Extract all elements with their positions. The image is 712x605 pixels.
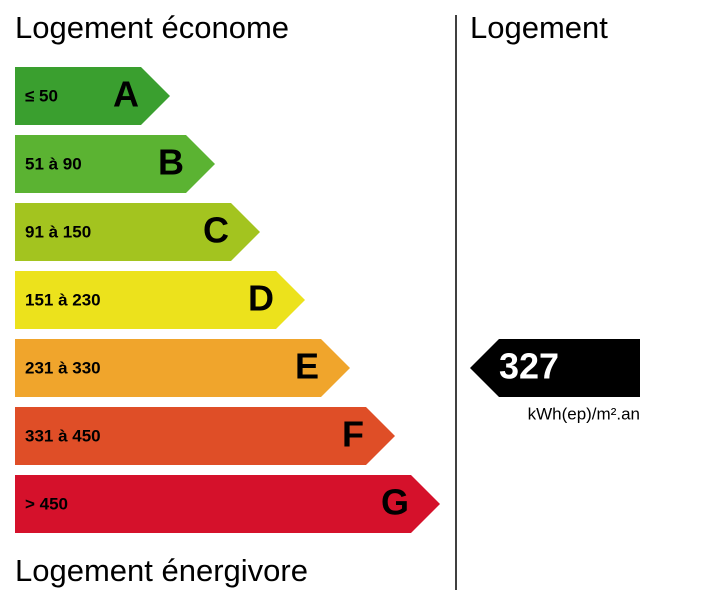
band	[15, 407, 395, 465]
band-letter: C	[203, 210, 229, 251]
indicator-unit: kWh(ep)/m².an	[528, 404, 640, 423]
band-letter: D	[248, 278, 274, 319]
band-letter: E	[295, 346, 319, 387]
band-range: 91 à 150	[25, 222, 91, 241]
band	[15, 203, 260, 261]
band-range: > 450	[25, 494, 68, 513]
band-range: ≤ 50	[25, 86, 58, 105]
band-letter: A	[113, 74, 139, 115]
band	[15, 339, 350, 397]
indicator-value: 327	[499, 346, 559, 387]
band-range: 331 à 450	[25, 426, 101, 445]
band-letter: B	[158, 142, 184, 183]
indicator-arrow	[470, 339, 640, 397]
band	[15, 475, 440, 533]
bands: ≤ 50 A 51 à 90 B 91 à 150 C 151 à 230 D 231 à 33…	[15, 67, 440, 533]
band-range: 151 à 230	[25, 290, 101, 309]
header-right: Logement	[470, 10, 608, 45]
band-letter: G	[381, 482, 409, 523]
footer-left: Logement énergivore	[15, 553, 308, 588]
band	[15, 271, 305, 329]
band	[15, 67, 170, 125]
header-left: Logement économe	[15, 10, 289, 45]
band-range: 231 à 330	[25, 358, 101, 377]
band	[15, 135, 215, 193]
band-letter: F	[342, 414, 364, 455]
band-range: 51 à 90	[25, 154, 82, 173]
